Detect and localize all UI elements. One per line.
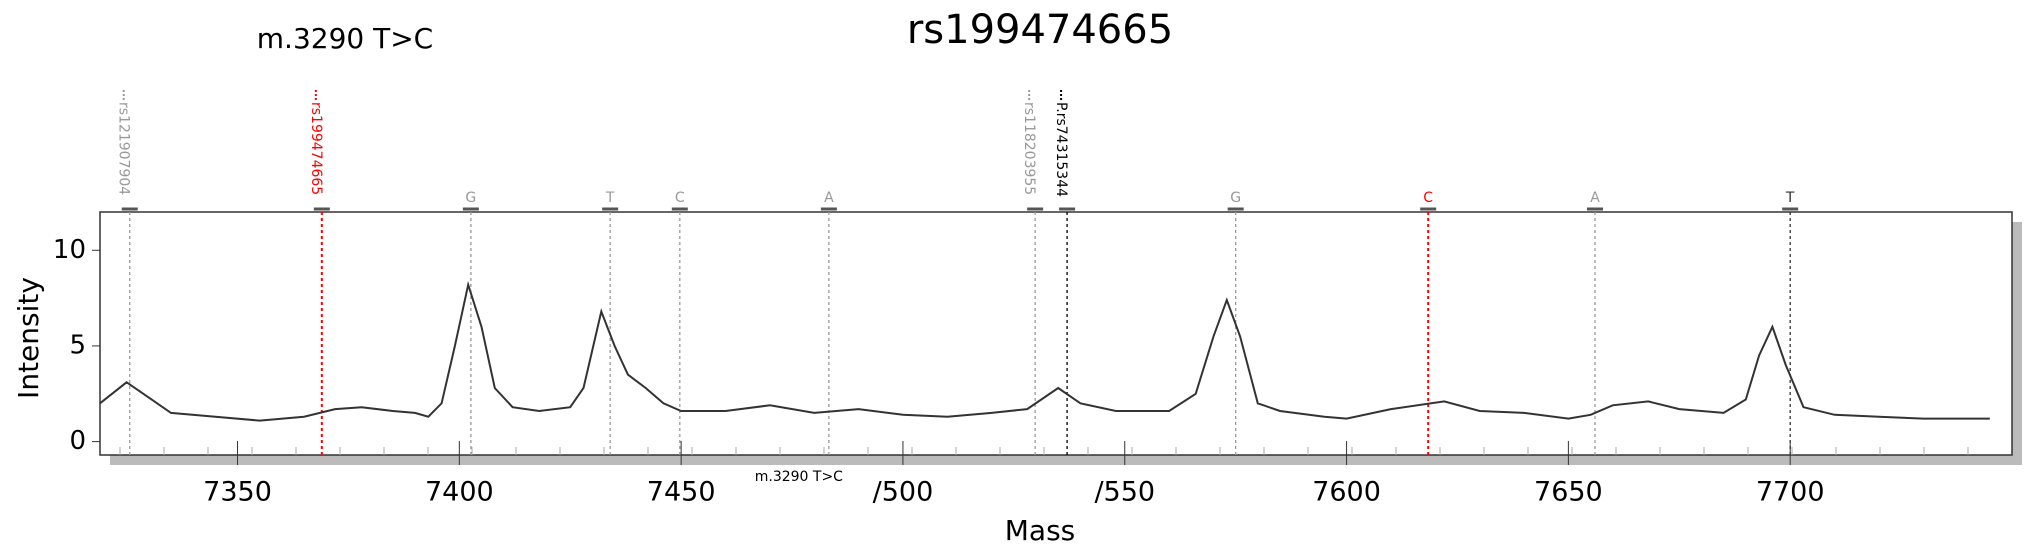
y-tick-label: 0	[69, 426, 86, 456]
x-tick-label: 7350	[203, 477, 272, 508]
subtitle: m.3290 T>C	[257, 22, 433, 55]
x-tick-label: 7450	[647, 477, 716, 508]
x-tick-label: /550	[1094, 477, 1155, 508]
marker-label: A	[824, 190, 834, 206]
line-series	[99, 280, 1990, 422]
chart-title: rs199474665	[907, 7, 1173, 53]
x-tick-label: 7650	[1534, 477, 1603, 508]
marker-label: C	[675, 190, 685, 206]
y-axis-label: Intensity	[12, 277, 45, 399]
x-tick-label: 7600	[1312, 477, 1381, 508]
marker-label: C	[1423, 190, 1433, 206]
annotation: m.3290 T>C	[755, 469, 843, 485]
y-tick-label: 10	[53, 235, 86, 265]
marker-label: rs118203955	[1021, 102, 1037, 195]
marker-label: rs121907904	[116, 102, 132, 195]
x-tick-label: 7700	[1756, 477, 1825, 508]
marker-label: T	[605, 190, 615, 206]
x-tick-label: /500	[873, 477, 934, 508]
marker-label: G	[1230, 190, 1241, 206]
marker-label: A	[1590, 190, 1600, 206]
marker-label: G	[465, 190, 476, 206]
x-tick-label: 7400	[425, 477, 494, 508]
marker-label: P.rs74315344	[1053, 102, 1069, 197]
marker-label: rs199474665	[308, 102, 324, 195]
plot-area	[99, 211, 2013, 456]
marker-label: T	[1785, 190, 1795, 206]
x-axis-label: Mass	[1005, 514, 1076, 547]
y-tick-label: 5	[69, 330, 86, 360]
